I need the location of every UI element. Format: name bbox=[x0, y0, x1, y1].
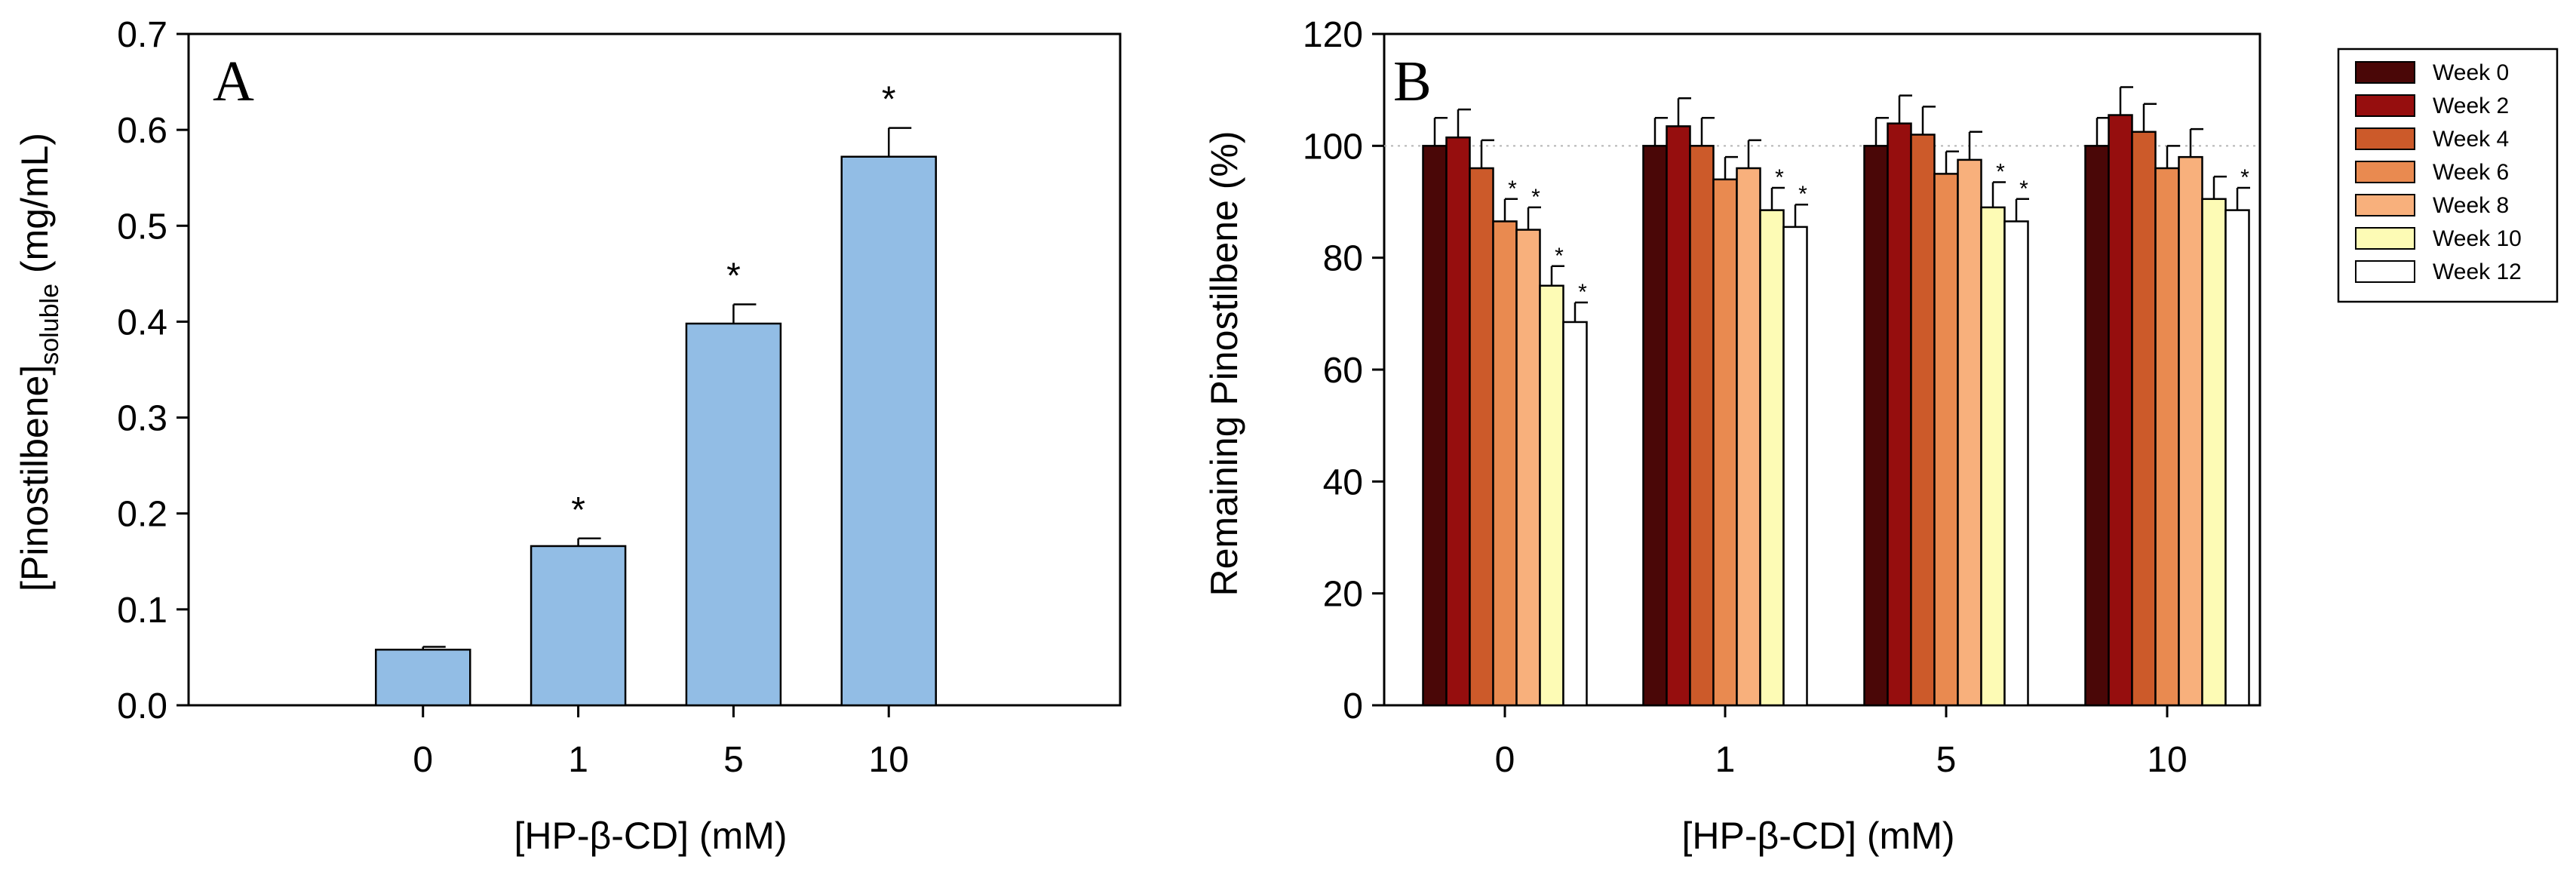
bar bbox=[2131, 130, 2157, 707]
x-axis-label: [HP-β-CD] (mM) bbox=[1681, 815, 1954, 857]
significance-mark: * bbox=[882, 80, 896, 120]
x-tick-label: 5 bbox=[1936, 740, 1957, 780]
significance-mark: * bbox=[1578, 280, 1587, 305]
bar bbox=[1712, 178, 1738, 707]
y-axis-label-subscript: soluble bbox=[35, 284, 64, 365]
y-tick-label: 0.0 bbox=[117, 686, 167, 726]
legend-label: Week 0 bbox=[2433, 60, 2509, 85]
y-axis-label-unit: (mg/mL) bbox=[14, 133, 56, 284]
legend-label: Week 4 bbox=[2433, 127, 2509, 152]
significance-mark: * bbox=[1996, 160, 2005, 185]
bar bbox=[1759, 209, 1785, 707]
bar bbox=[1492, 220, 1518, 707]
bar bbox=[375, 649, 471, 707]
panel-label: A bbox=[213, 50, 254, 113]
legend-swatch bbox=[2355, 94, 2415, 117]
y-tick-label: 0.5 bbox=[117, 207, 167, 247]
x-tick-label: 5 bbox=[723, 740, 744, 780]
y-tick-label: 80 bbox=[1323, 239, 1363, 279]
significance-mark: * bbox=[2240, 165, 2249, 190]
legend-swatch bbox=[2355, 61, 2415, 84]
bar bbox=[1539, 284, 1564, 707]
significance-mark: * bbox=[571, 490, 585, 530]
y-tick-label: 0.1 bbox=[117, 591, 167, 631]
bar bbox=[1445, 136, 1471, 707]
y-tick-label: 0 bbox=[1343, 686, 1363, 726]
bar bbox=[2003, 220, 2029, 707]
y-tick-label: 20 bbox=[1323, 575, 1363, 615]
legend: Week 0 Week 2 Week 4 Week 6 Week 8 Week 10 Wee… bbox=[2337, 48, 2559, 303]
significance-mark: * bbox=[1531, 185, 1540, 210]
y-tick-label: 0.6 bbox=[117, 111, 167, 151]
y-axis-label-main: [Pinostilbene] bbox=[14, 365, 56, 591]
legend-label: Week 6 bbox=[2433, 160, 2509, 185]
bar bbox=[1469, 167, 1494, 707]
significance-mark: * bbox=[1555, 244, 1564, 269]
significance-mark: * bbox=[1798, 182, 1807, 207]
bar bbox=[1910, 134, 1936, 707]
bar bbox=[2224, 209, 2250, 707]
x-tick-label: 1 bbox=[1715, 740, 1736, 780]
bar bbox=[1515, 229, 1541, 707]
bar bbox=[2201, 198, 2227, 707]
x-axis-label: [HP-β-CD] (mM) bbox=[514, 815, 787, 857]
bar bbox=[2154, 167, 2180, 707]
bar bbox=[1562, 321, 1588, 707]
x-tick-label: 10 bbox=[869, 740, 909, 780]
bar bbox=[1642, 145, 1668, 707]
y-tick-label: 0.2 bbox=[117, 495, 167, 535]
x-tick-label: 10 bbox=[2147, 740, 2187, 780]
bar bbox=[1782, 226, 1808, 707]
significance-mark: * bbox=[1508, 177, 1517, 201]
bar bbox=[1736, 167, 1761, 707]
legend-swatch bbox=[2355, 194, 2415, 216]
panel-b-chart: 0 20 40 60 80 100 120 * * * * 0 * * 1 * * 5 * 10 B [HP-β-CD] … bbox=[1203, 15, 2261, 857]
panel-label: B bbox=[1393, 50, 1432, 113]
legend-label: Week 12 bbox=[2433, 259, 2522, 284]
bar bbox=[2084, 145, 2110, 707]
legend-swatch bbox=[2355, 161, 2415, 183]
legend-swatch bbox=[2355, 227, 2415, 250]
bar bbox=[1887, 122, 1912, 707]
plot-frame bbox=[187, 32, 1122, 707]
y-tick-label: 60 bbox=[1323, 351, 1363, 391]
bar bbox=[1933, 173, 1959, 707]
bar bbox=[1863, 145, 1889, 707]
legend-swatch bbox=[2355, 260, 2415, 283]
bar bbox=[1666, 125, 1691, 707]
significance-mark: * bbox=[2019, 177, 2028, 201]
y-axis-label: Remaining Pinostilbene (%) bbox=[1203, 131, 1245, 597]
bar bbox=[2178, 155, 2203, 707]
y-tick-label: 120 bbox=[1303, 15, 1363, 55]
significance-mark: * bbox=[1775, 165, 1784, 190]
x-tick-label: 0 bbox=[413, 740, 433, 780]
panel-a-chart: 0.0 0.1 0.2 0.3 0.4 0.5 0.6 0.7 0 * 1 * 5 * 10 A [HP-β-C… bbox=[14, 15, 1122, 857]
bar bbox=[840, 155, 937, 707]
y-axis-label: [Pinostilbene]soluble (mg/mL) bbox=[14, 133, 64, 591]
bar bbox=[1689, 145, 1715, 707]
x-tick-label: 0 bbox=[1495, 740, 1515, 780]
significance-mark: * bbox=[726, 256, 741, 296]
legend-swatch bbox=[2355, 127, 2415, 150]
bar bbox=[1957, 158, 1982, 707]
bar bbox=[685, 322, 782, 707]
bar bbox=[1980, 206, 2006, 707]
bar bbox=[530, 545, 627, 707]
bar bbox=[2108, 114, 2133, 707]
y-tick-label: 0.4 bbox=[117, 302, 167, 342]
y-tick-label: 0.3 bbox=[117, 399, 167, 439]
x-tick-label: 1 bbox=[568, 740, 588, 780]
legend-label: Week 10 bbox=[2433, 226, 2522, 251]
y-tick-label: 0.7 bbox=[117, 15, 167, 55]
bar bbox=[1422, 145, 1448, 707]
legend-label: Week 8 bbox=[2433, 193, 2509, 218]
y-tick-label: 40 bbox=[1323, 462, 1363, 502]
legend-label: Week 2 bbox=[2433, 94, 2509, 118]
y-tick-label: 100 bbox=[1303, 127, 1363, 167]
